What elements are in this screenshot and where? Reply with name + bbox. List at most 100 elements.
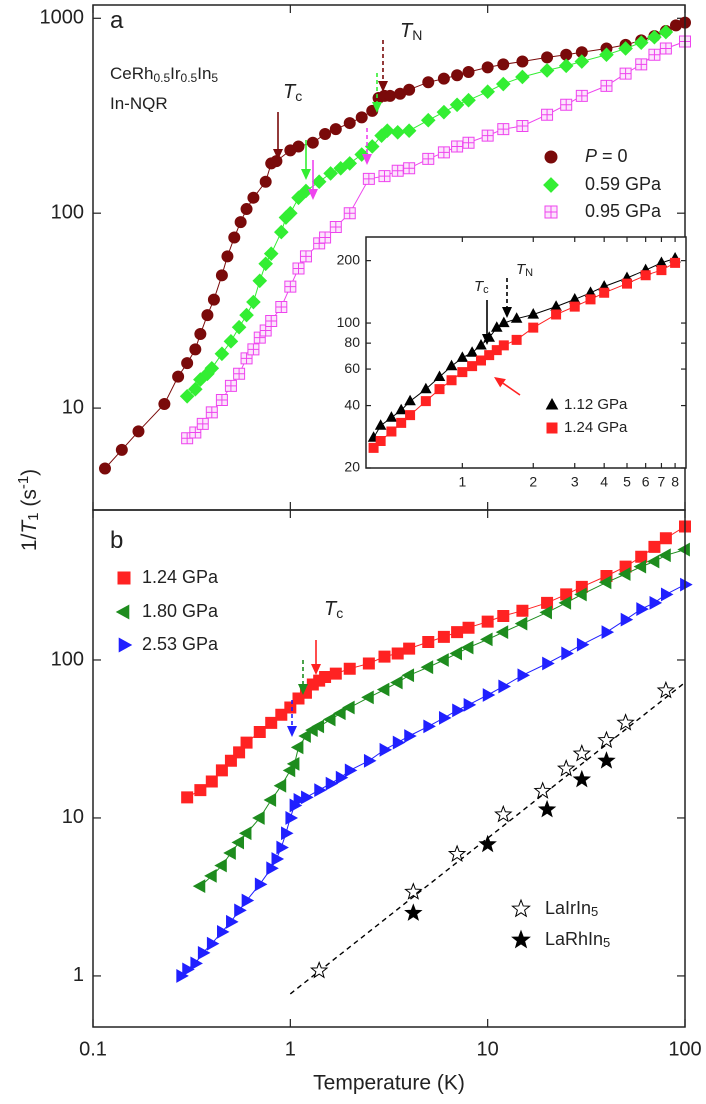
marker: [677, 542, 690, 557]
y-tick-label: 10: [62, 806, 84, 828]
text-part: c: [336, 605, 343, 621]
y-tick-label: 200: [337, 251, 361, 267]
marker: [423, 719, 436, 734]
marker: [449, 646, 462, 661]
marker: [646, 554, 660, 569]
marker: [544, 205, 558, 219]
marker: [446, 375, 457, 386]
arrow-head: [362, 154, 372, 165]
marker: [481, 61, 494, 74]
marker: [290, 740, 304, 755]
marker: [597, 730, 616, 749]
marker: [298, 729, 311, 743]
marker: [516, 120, 529, 133]
x-tick-label: 1: [458, 474, 466, 490]
series-line: [186, 41, 686, 439]
marker: [385, 411, 398, 422]
marker: [656, 680, 676, 699]
x-axis-label: Temperature (K): [313, 1072, 465, 1095]
marker: [190, 956, 203, 971]
marker: [404, 882, 423, 900]
y-tick-label: 100: [51, 648, 84, 670]
text-part: CeRh: [110, 64, 153, 83]
marker: [539, 605, 552, 620]
marker: [172, 370, 185, 383]
marker: [343, 207, 356, 220]
marker: [344, 763, 358, 778]
marker: [478, 834, 497, 853]
marker: [298, 183, 314, 199]
marker: [263, 246, 279, 261]
marker: [205, 406, 218, 419]
marker: [420, 112, 436, 128]
marker: [158, 398, 171, 410]
marker: [194, 784, 207, 797]
marker: [622, 278, 633, 289]
marker: [649, 595, 663, 610]
marker: [572, 744, 592, 762]
marker: [422, 152, 435, 165]
marker: [361, 690, 374, 705]
marker: [364, 139, 380, 154]
marker: [599, 47, 614, 63]
text-part: T: [516, 261, 527, 278]
marker: [475, 355, 486, 366]
marker: [558, 58, 574, 74]
marker: [527, 308, 540, 319]
text-part: N: [412, 27, 422, 43]
marker: [403, 83, 416, 96]
marker: [196, 417, 209, 430]
marker: [599, 287, 610, 298]
marker: [392, 735, 406, 750]
marker: [343, 117, 356, 129]
marker: [192, 879, 206, 894]
marker: [497, 609, 510, 622]
plot-frame: [365, 236, 687, 469]
marker: [572, 769, 592, 788]
text-part: T: [18, 519, 41, 534]
y-tick-label: 40: [344, 396, 360, 412]
marker: [420, 382, 432, 394]
marker: [517, 668, 531, 683]
legend-label: 1.80 GPa: [142, 601, 219, 621]
marker: [283, 205, 298, 221]
marker: [240, 203, 253, 215]
marker: [545, 397, 559, 410]
text-part: P: [585, 146, 597, 166]
marker: [436, 653, 449, 667]
marker: [515, 69, 530, 85]
marker: [494, 804, 513, 823]
marker: [659, 532, 672, 545]
marker: [231, 319, 247, 335]
fit-line: [289, 681, 686, 995]
annotation: b: [110, 527, 123, 554]
marker: [271, 852, 285, 866]
marker: [482, 688, 496, 702]
marker: [551, 309, 562, 320]
y-axis-label: 1/T1 (s-1): [15, 469, 43, 551]
marker: [363, 753, 377, 768]
text-part: T: [283, 81, 297, 103]
marker: [254, 877, 268, 892]
marker: [314, 783, 327, 798]
marker: [437, 72, 450, 85]
marker: [456, 351, 469, 362]
text-part: (s: [18, 489, 41, 512]
marker: [617, 567, 631, 581]
y-tick-label: 1000: [40, 7, 85, 29]
marker: [467, 361, 478, 372]
marker: [437, 630, 450, 643]
marker: [598, 575, 612, 590]
marker: [449, 97, 465, 113]
text-part: 5: [211, 71, 218, 85]
text-part: In-NQR: [110, 94, 168, 113]
marker: [188, 381, 203, 397]
marker: [239, 307, 254, 323]
x-tick-label: 10: [477, 1038, 499, 1060]
marker: [543, 177, 559, 193]
x-tick-label: 4: [600, 474, 608, 490]
marker: [231, 835, 244, 850]
marker: [403, 162, 416, 175]
marker: [384, 89, 397, 102]
marker: [323, 166, 338, 181]
